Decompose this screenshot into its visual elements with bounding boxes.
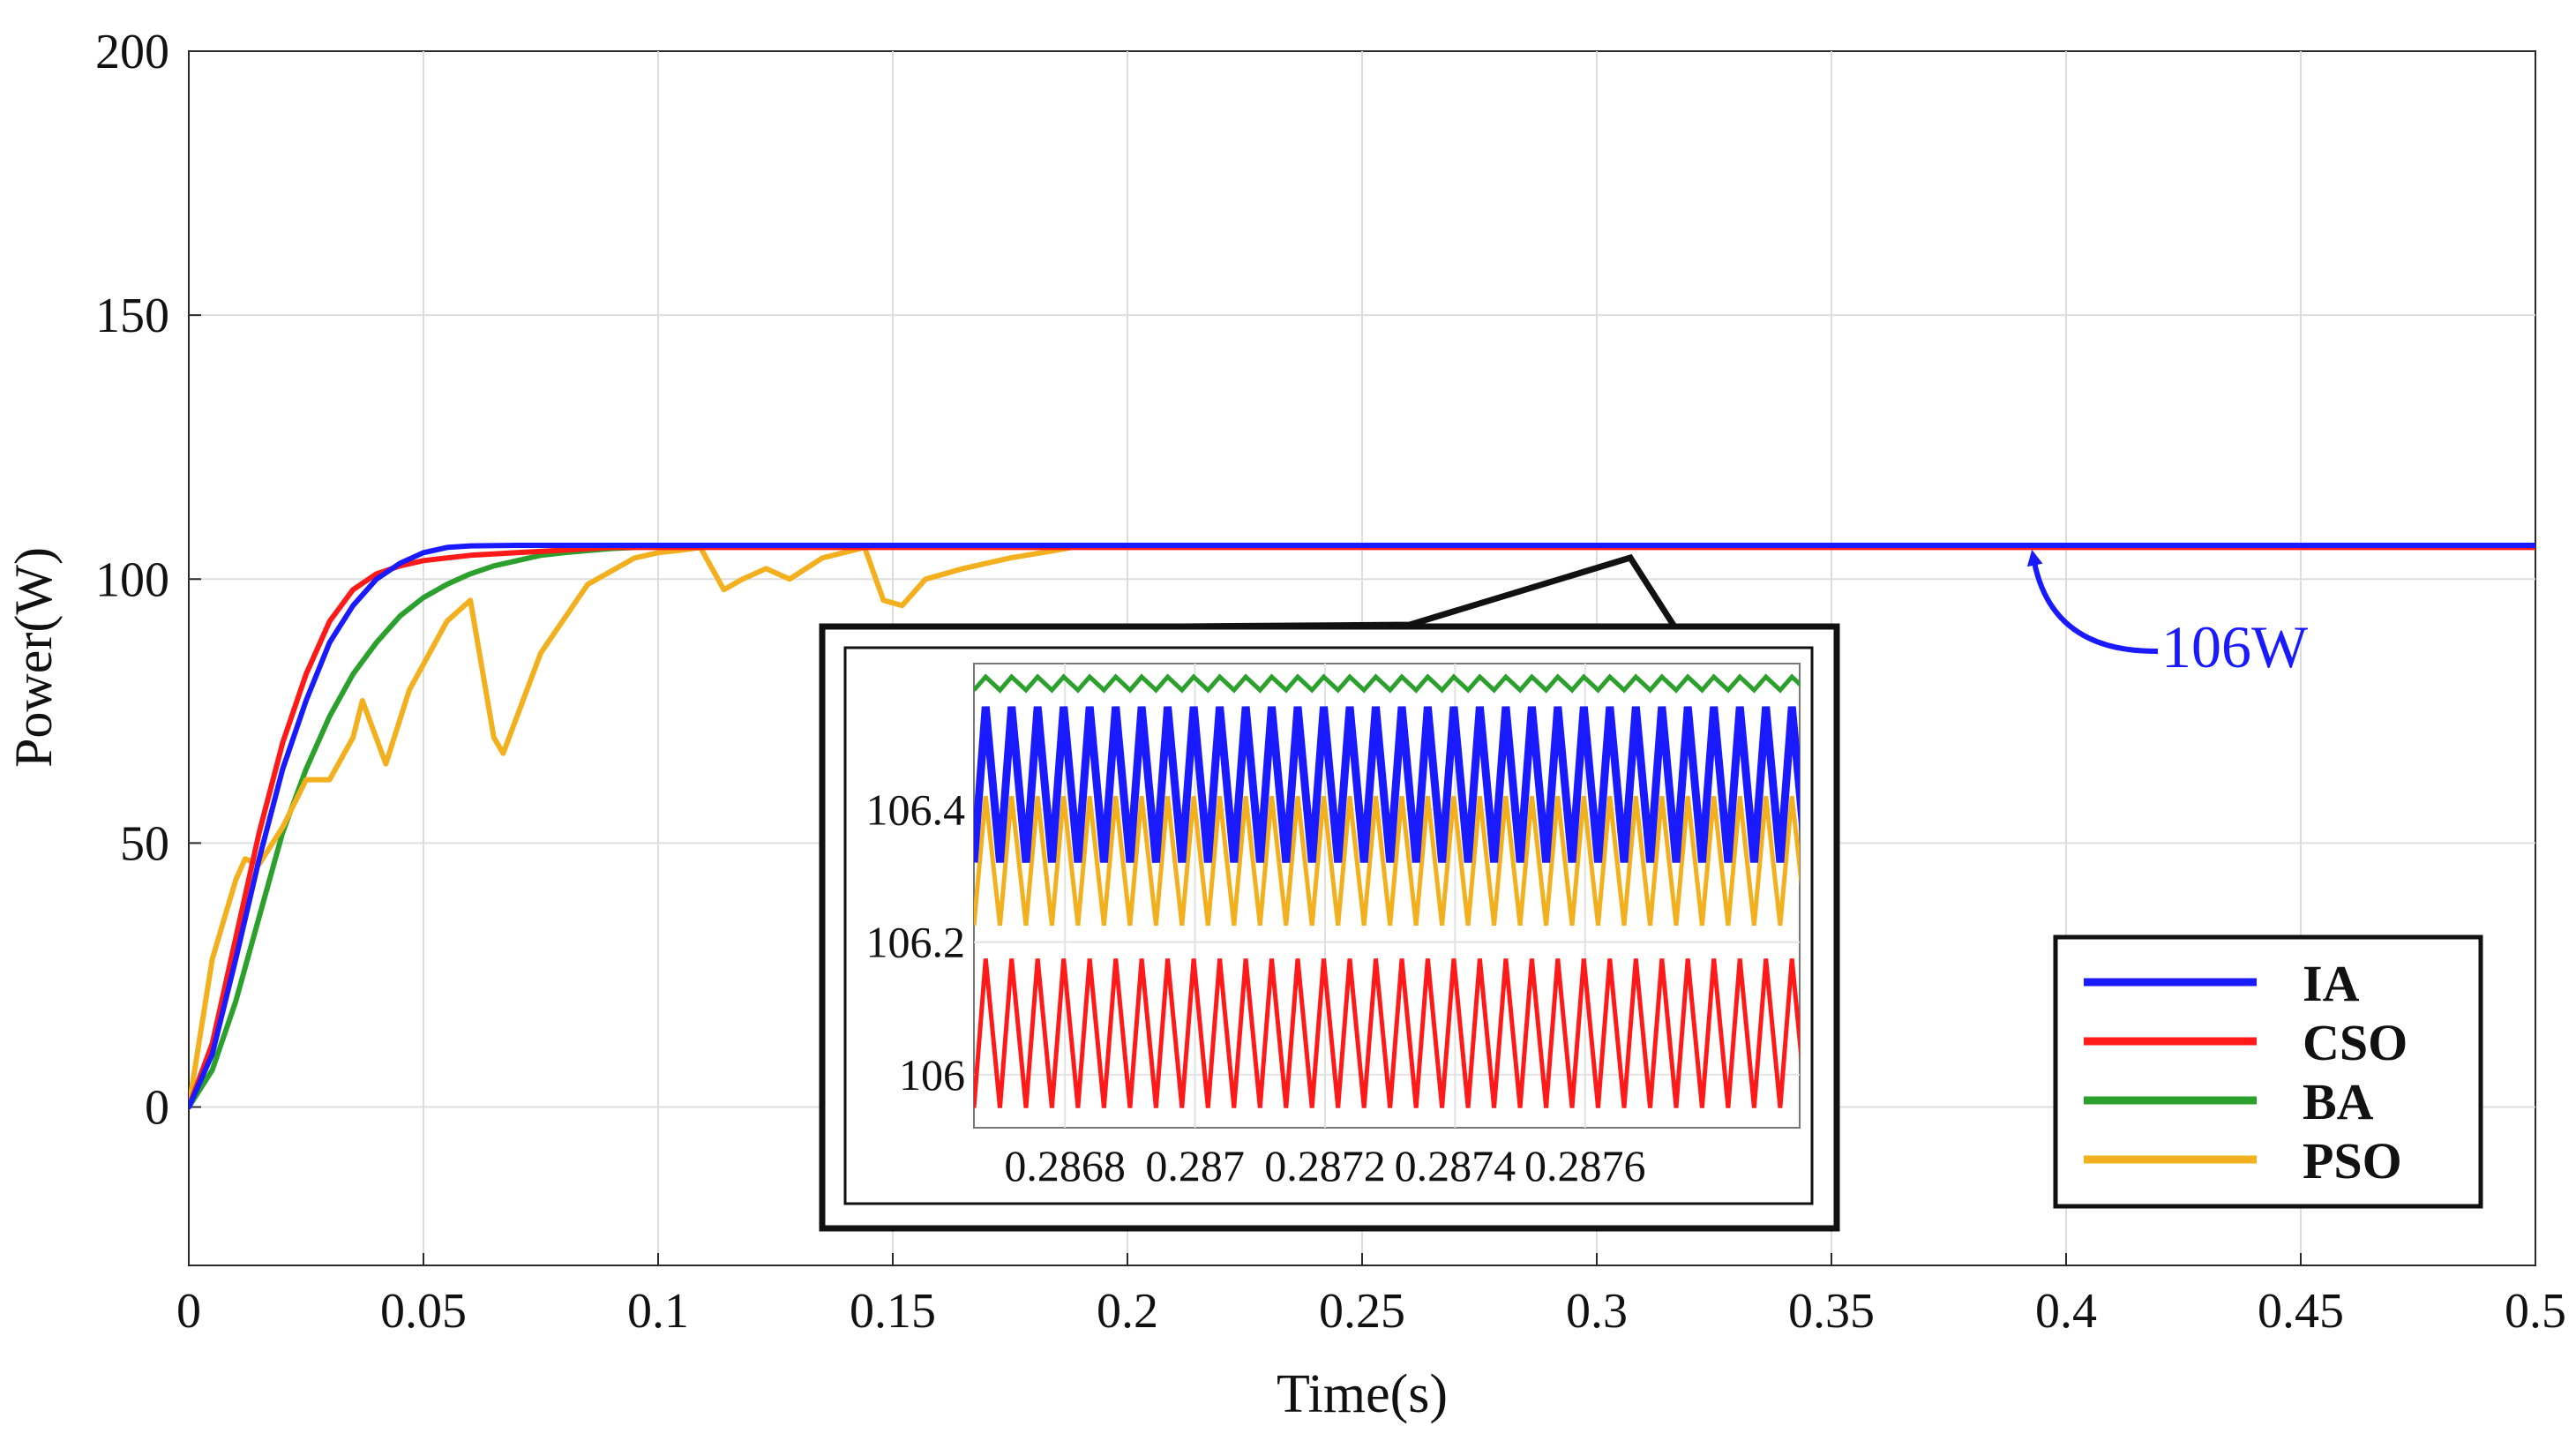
x-tick-label: 0.5 [2505,1284,2566,1339]
y-tick-label: 150 [95,289,169,343]
x-tick-label: 0.1 [627,1284,689,1339]
main-tick-labels: 0 0.05 0.1 0.15 0.2 0.25 0.3 0.35 0.4 0.45 0.5 0 50 1… [95,25,2566,1339]
inset-y-tick-label: 106.4 [866,784,966,834]
legend-label-cso: CSO [2303,1014,2408,1071]
main-series [189,543,2535,1110]
x-tick-label: 0.35 [1788,1284,1875,1339]
x-tick-label: 0.25 [1319,1284,1405,1339]
x-tick-label: 0.2 [1097,1284,1158,1339]
annotation-106w: 106W [2026,549,2309,680]
y-axis-label: Power(W) [4,547,63,768]
inset-series-line-pso [974,796,1800,927]
inset-series [974,673,1800,1108]
x-tick-label: 0.3 [1566,1284,1628,1339]
x-tick-label: 0 [176,1284,201,1339]
x-tick-label: 0.45 [2258,1284,2344,1339]
inset-y-tick-label: 106.2 [866,918,966,967]
y-tick-label: 100 [95,552,169,607]
inset-tick-labels: 0.2868 0.287 0.2872 0.2874 0.2876 106 106.2 106… [866,784,1646,1190]
inset-series-line-ia [974,706,1800,863]
x-axis-label: Time(s) [1277,1364,1448,1424]
x-tick-label: 0.05 [380,1284,467,1339]
x-tick-label: 0.4 [2035,1284,2097,1339]
inset-x-tick-label: 0.2872 [1264,1141,1386,1190]
series-line-ia [189,543,2535,1110]
inset-x-tick-label: 0.2876 [1524,1141,1646,1190]
inset-x-tick-label: 0.287 [1145,1141,1245,1190]
y-tick-label: 200 [95,25,169,79]
inset-series-line-ba [974,673,1800,694]
inset-y-tick-label: 106 [899,1050,965,1100]
annotation-label: 106W [2161,613,2309,680]
legend-label-ia: IA [2303,955,2360,1012]
legend-label-pso: PSO [2303,1132,2402,1190]
y-tick-label: 50 [120,816,169,871]
series-line-pso [189,543,2535,1110]
inset-x-tick-label: 0.2868 [1004,1141,1126,1190]
inset-series-line-cso [974,958,1800,1108]
annotation-arrow [2026,549,2159,654]
legend-label-ba: BA [2303,1073,2374,1130]
inset-x-tick-label: 0.2874 [1395,1141,1516,1190]
zoom-callout: 0.2868 0.287 0.2872 0.2874 0.2876 106 106.2 106… [819,553,1840,1232]
y-tick-label: 0 [145,1081,169,1136]
legend-box [2053,934,2483,1209]
x-tick-label: 0.15 [850,1284,936,1339]
